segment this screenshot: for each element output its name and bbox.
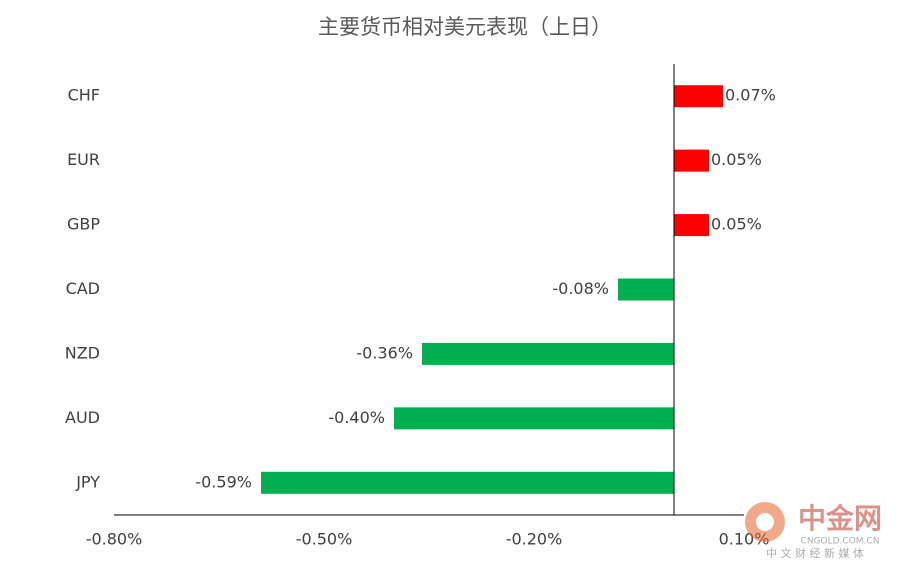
x-tick-label: -0.20% [506, 530, 563, 549]
watermark-name: 中金网 [798, 502, 882, 535]
y-tick-label: EUR [67, 150, 100, 169]
data-label: 0.05% [711, 150, 762, 169]
bar [422, 342, 674, 365]
data-label: -0.08% [552, 279, 609, 298]
y-tick-label: NZD [65, 343, 100, 362]
bar [261, 471, 674, 494]
data-label: -0.40% [328, 408, 385, 427]
y-tick-label: CAD [66, 279, 100, 298]
data-label: 0.07% [725, 86, 776, 105]
watermark-tagline: 中 文 财 经 新 媒 体 [766, 546, 864, 560]
bar [674, 214, 709, 237]
watermark-logo-inner [756, 513, 774, 531]
x-tick-label: -0.50% [296, 530, 353, 549]
bar [674, 149, 709, 172]
data-label: -0.36% [356, 343, 413, 362]
data-label: 0.05% [711, 215, 762, 234]
y-tick-label: CHF [68, 86, 100, 105]
y-tick-label: GBP [67, 215, 100, 234]
data-label: -0.59% [195, 472, 252, 491]
y-tick-label: JPY [75, 472, 100, 491]
x-tick-label: -0.80% [86, 530, 143, 549]
watermark-site: CNGOLD.COM.CN [801, 537, 880, 547]
watermark: 中金网 CNGOLD.COM.CN 中 文 财 经 新 媒 体 [745, 502, 882, 560]
chart-title: 主要货币相对美元表现（上日） [318, 15, 612, 39]
bar [394, 407, 674, 430]
y-tick-label: AUD [65, 408, 100, 427]
bar [674, 85, 723, 108]
bar [618, 278, 674, 301]
